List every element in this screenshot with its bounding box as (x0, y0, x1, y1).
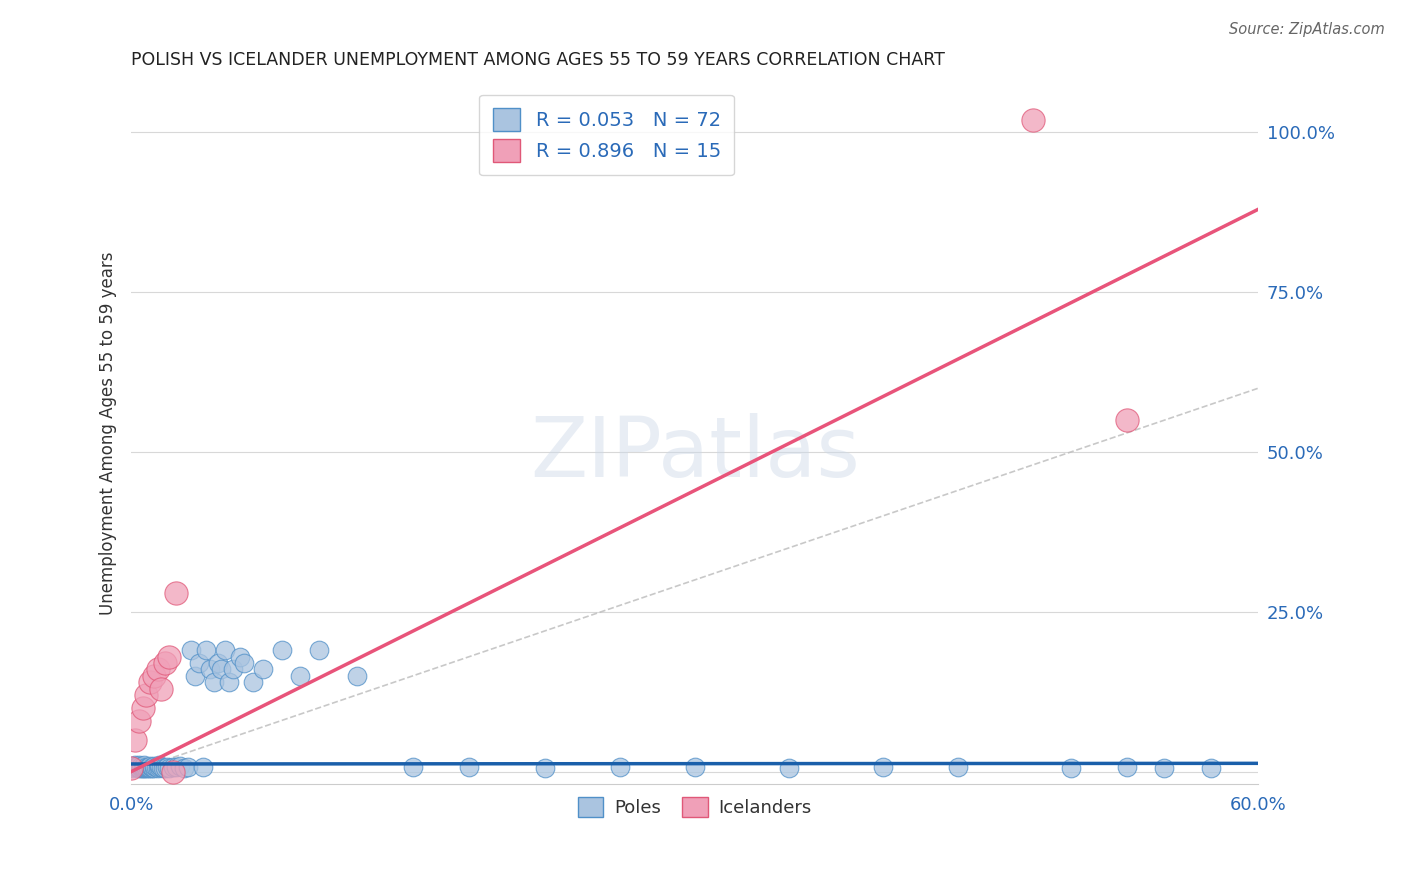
Point (142, 759, 165, 773)
Point (146, 761, 169, 775)
Point (242, 675, 264, 690)
Point (308, 643, 330, 657)
Point (222, 662, 245, 676)
Point (180, 643, 202, 657)
Point (191, 759, 214, 773)
Point (129, 760, 152, 774)
Point (128, 714, 150, 728)
Point (124, 758, 146, 772)
Point (872, 759, 894, 773)
Y-axis label: Unemployment Among Ages 55 to 59 years: Unemployment Among Ages 55 to 59 years (100, 252, 117, 615)
Point (187, 656, 209, 670)
Point (1022, 112, 1045, 127)
Point (141, 761, 163, 775)
Point (1201, 761, 1223, 775)
Point (458, 760, 481, 774)
Text: Source: ZipAtlas.com: Source: ZipAtlas.com (1229, 22, 1385, 37)
Point (125, 759, 148, 773)
Point (124, 732, 146, 747)
Point (346, 669, 368, 683)
Point (131, 761, 153, 775)
Point (153, 656, 176, 670)
Point (270, 643, 292, 657)
Point (176, 759, 198, 773)
Point (169, 759, 191, 773)
Point (252, 662, 274, 676)
Point (156, 760, 179, 774)
Point (609, 759, 631, 773)
Point (146, 662, 169, 676)
Point (157, 649, 180, 664)
Point (207, 656, 229, 670)
Point (165, 585, 187, 599)
Point (120, 759, 142, 773)
Point (218, 675, 240, 690)
Legend: Poles, Icelanders: Poles, Icelanders (571, 789, 820, 824)
Point (184, 669, 207, 683)
Point (136, 761, 159, 775)
Point (150, 681, 173, 696)
Point (134, 761, 156, 775)
Point (153, 761, 176, 775)
Point (134, 760, 156, 774)
Point (129, 759, 152, 773)
Point (152, 761, 174, 775)
Point (139, 761, 162, 775)
Point (202, 675, 225, 690)
Point (145, 760, 167, 774)
Point (128, 761, 150, 775)
Point (1116, 413, 1139, 427)
Point (162, 764, 184, 779)
Point (1116, 760, 1139, 774)
Point (120, 761, 142, 775)
Point (173, 761, 195, 775)
Point (139, 759, 162, 773)
Point (128, 758, 150, 772)
Point (135, 761, 157, 775)
Point (402, 759, 425, 773)
Point (139, 675, 162, 690)
Point (233, 656, 256, 670)
Point (209, 662, 232, 676)
Point (136, 760, 159, 774)
Point (148, 759, 170, 773)
Point (131, 700, 153, 714)
Point (162, 759, 184, 773)
Point (148, 758, 170, 772)
Point (125, 760, 148, 774)
Point (150, 760, 173, 774)
Point (129, 761, 152, 775)
Point (142, 669, 165, 683)
Point (778, 761, 800, 775)
Point (290, 669, 312, 683)
Point (157, 761, 180, 775)
Point (533, 761, 555, 775)
Point (1059, 761, 1081, 775)
Point (1153, 761, 1175, 775)
Point (165, 760, 187, 774)
Point (134, 758, 156, 772)
Point (141, 759, 163, 773)
Point (195, 643, 218, 657)
Point (135, 759, 157, 773)
Text: POLISH VS ICELANDER UNEMPLOYMENT AMONG AGES 55 TO 59 YEARS CORRELATION CHART: POLISH VS ICELANDER UNEMPLOYMENT AMONG A… (131, 51, 945, 69)
Point (142, 761, 165, 775)
Point (214, 643, 236, 657)
Point (198, 662, 221, 676)
Point (229, 649, 252, 664)
Point (131, 759, 153, 773)
Point (683, 760, 706, 774)
Point (946, 760, 969, 774)
Point (135, 688, 157, 702)
Point (122, 761, 145, 775)
Text: ZIPatlas: ZIPatlas (530, 414, 860, 494)
Point (124, 759, 146, 773)
